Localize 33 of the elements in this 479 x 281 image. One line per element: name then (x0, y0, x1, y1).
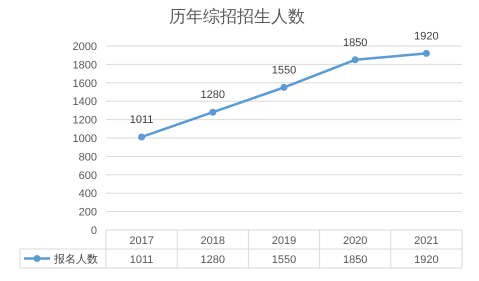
annotation: 1011 (130, 114, 154, 126)
y-tick-label: 1400 (72, 96, 97, 108)
point (352, 56, 359, 64)
annotation: 1550 (272, 64, 296, 76)
y-tick-label: 200 (78, 206, 97, 219)
data-label: 1011 (130, 254, 154, 266)
text: 1920 (414, 30, 439, 42)
x-tick-label: 2017 (129, 235, 154, 247)
x-tick-label: 2021 (414, 235, 439, 247)
point (138, 133, 146, 140)
point (422, 50, 430, 57)
y-tick-label: 2000 (72, 41, 97, 53)
y-tick-label: 1600 (72, 78, 97, 90)
annotation: 1850 (342, 36, 368, 49)
chart-title: 历年综招招生人数 (169, 7, 305, 27)
data-label: 1920 (414, 254, 439, 266)
annotation: 1280 (200, 89, 226, 102)
data-label: 1850 (342, 254, 368, 266)
x-tick-label: 2019 (272, 235, 296, 247)
point (280, 84, 288, 91)
x-tick-label: 2020 (342, 235, 368, 247)
data-label: 1280 (200, 254, 226, 266)
y-tick-label: 1800 (72, 59, 97, 72)
x-tick-label: 2018 (200, 235, 226, 247)
y-tick-label: 1000 (72, 133, 97, 145)
y-tick-label: 1200 (72, 114, 97, 127)
y-tick-label: 400 (78, 188, 97, 200)
legend-label: 报名人数 (53, 254, 98, 266)
data-label: 1550 (272, 254, 296, 266)
point (209, 108, 216, 116)
y-tick-label: 800 (78, 151, 97, 164)
y-tick-label: 600 (78, 170, 97, 182)
y-tick-label: 0 (90, 225, 97, 237)
